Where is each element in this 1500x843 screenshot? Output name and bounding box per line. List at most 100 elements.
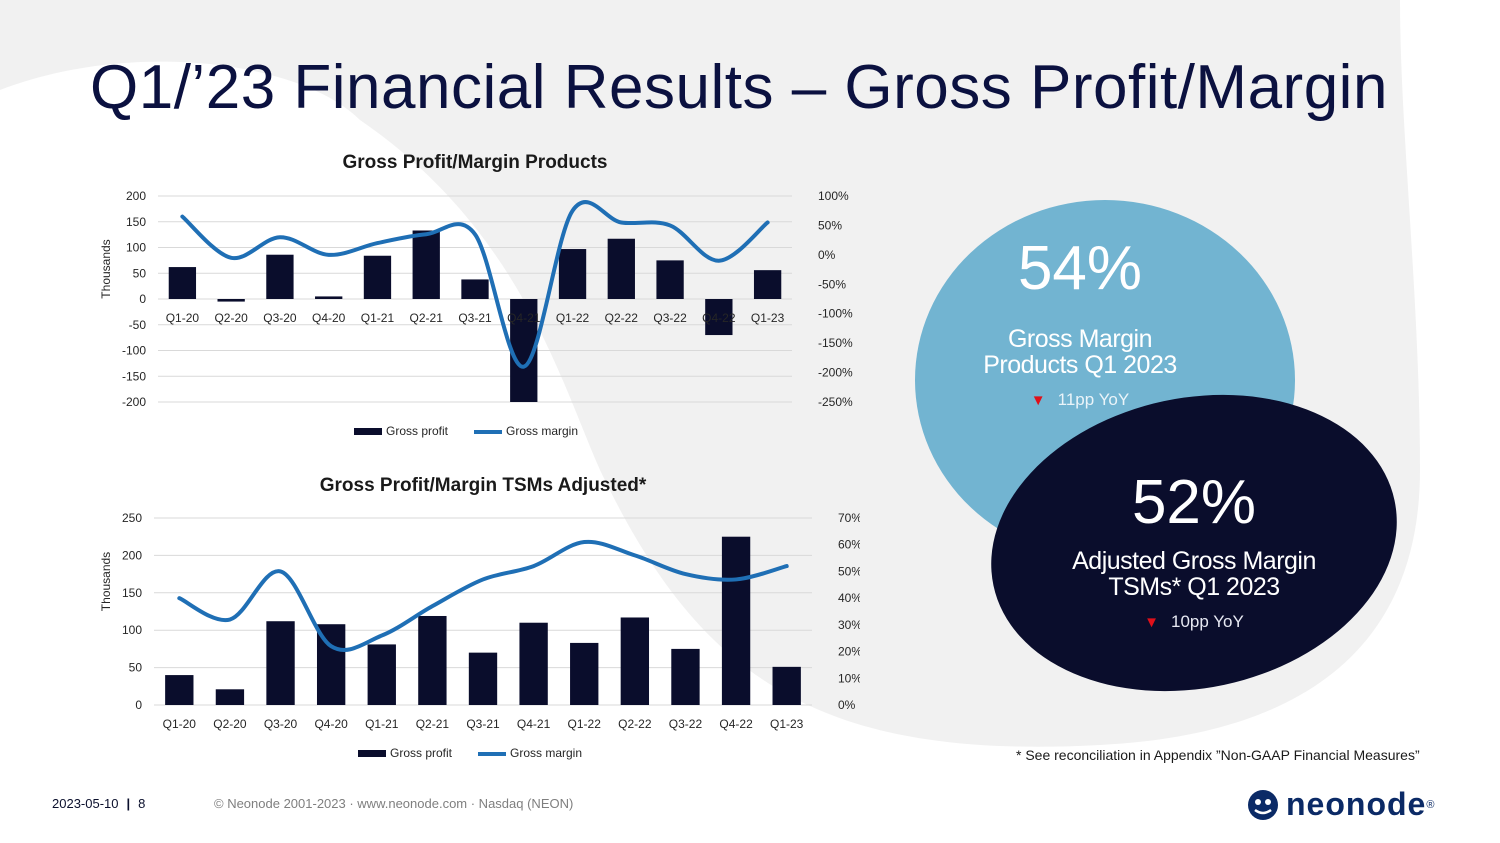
chart-title: Gross Profit/Margin Products bbox=[343, 152, 608, 173]
chart-gross-profit-tsms: Gross Profit/Margin TSMs Adjusted* 250 200… bbox=[99, 475, 860, 760]
chart-title: Gross Profit/Margin TSMs Adjusted* bbox=[320, 475, 647, 496]
x-tick-label: Q2-20 bbox=[213, 717, 247, 731]
footer-separator: | bbox=[126, 796, 131, 811]
bar-Q2-20 bbox=[217, 299, 245, 302]
legend-swatch-gross-profit bbox=[354, 428, 382, 435]
bar-Q1-21 bbox=[363, 255, 392, 299]
y-tick-label: 100 bbox=[126, 241, 146, 255]
x-tick-label: Q3-21 bbox=[466, 717, 500, 731]
margin-bubbles bbox=[915, 200, 1397, 692]
legend-label-gross-profit: Gross profit bbox=[390, 746, 453, 760]
products-margin-label-2: Products Q1 2023 bbox=[983, 351, 1177, 379]
x-tick-label: Q1-23 bbox=[770, 717, 804, 731]
x-tick-label: Q2-21 bbox=[410, 311, 444, 325]
x-tick-label: Q4-22 bbox=[719, 717, 753, 731]
neonode-logo: neonode ® bbox=[1246, 786, 1434, 823]
tsms-margin-label-2: TSMs* Q1 2023 bbox=[1108, 573, 1280, 601]
footer-page-number: 8 bbox=[138, 796, 146, 811]
y-tick-label: 150 bbox=[122, 586, 142, 600]
bar-Q3-20 bbox=[266, 254, 294, 299]
x-tick-label: Q1-20 bbox=[166, 311, 200, 325]
bar-Q3-21 bbox=[468, 652, 498, 705]
bar-Q4-21 bbox=[519, 622, 548, 705]
y-axis-label: Thousands bbox=[99, 552, 113, 611]
x-tick-label: Q2-21 bbox=[416, 717, 450, 731]
bubble-tsms-text: 52% Adjusted Gross Margin TSMs* Q1 2023 … bbox=[1034, 472, 1354, 632]
y2-tick-label: 60% bbox=[838, 538, 860, 552]
y2-tick-label: -150% bbox=[818, 336, 853, 350]
y-tick-label: 50 bbox=[129, 661, 143, 675]
bar-Q1-23 bbox=[772, 666, 801, 705]
bar-Q1-22 bbox=[570, 642, 599, 705]
y2-tick-label: 40% bbox=[838, 591, 860, 605]
x-tick-label: Q3-20 bbox=[264, 717, 298, 731]
products-margin-change: 11pp YoY bbox=[1057, 390, 1130, 409]
y-tick-label: 100 bbox=[122, 623, 142, 637]
y2-tick-label: 70% bbox=[838, 511, 860, 525]
bubble-tsms bbox=[991, 394, 1397, 692]
logo-text: neonode bbox=[1286, 786, 1427, 822]
x-tick-label: Q2-22 bbox=[618, 717, 652, 731]
down-triangle-icon: ▼ bbox=[1144, 614, 1160, 631]
bubble-products-text: 54% Gross Margin Products Q1 2023 ▼ 11pp … bbox=[930, 238, 1230, 410]
legend-label-gross-profit: Gross profit bbox=[386, 424, 449, 438]
x-tick-label: Q2-22 bbox=[605, 311, 639, 325]
y2-tick-label: 10% bbox=[838, 671, 860, 685]
y-tick-label: 150 bbox=[126, 215, 146, 229]
footer-date: 2023-05-10 bbox=[52, 796, 119, 811]
bar-Q2-22 bbox=[620, 617, 650, 705]
products-margin-value: 54% bbox=[1017, 234, 1143, 303]
y-tick-label: 250 bbox=[122, 511, 142, 525]
y2-tick-label: -50% bbox=[818, 277, 846, 291]
y2-tick-label: 30% bbox=[838, 618, 860, 632]
tsms-margin-value: 52% bbox=[1131, 468, 1257, 537]
y-axis-label: Thousands bbox=[99, 239, 113, 298]
y2-tick-label: 0% bbox=[838, 698, 856, 712]
legend-swatch-gross-profit bbox=[358, 750, 386, 757]
y-tick-label: 0 bbox=[135, 698, 142, 712]
x-tick-label: Q4-20 bbox=[314, 717, 348, 731]
x-tick-label: Q3-22 bbox=[653, 311, 687, 325]
y2-tick-label: 50% bbox=[818, 218, 842, 232]
x-tick-label: Q1-22 bbox=[568, 717, 602, 731]
logo-registered-mark: ® bbox=[1426, 798, 1435, 811]
chart-gross-profit-products: Gross Profit/Margin Products 200 150 100 50 0… bbox=[99, 152, 853, 438]
footer-date-page: 2023-05-10 | 8 bbox=[52, 796, 145, 811]
x-tick-label: Q4-22 bbox=[702, 311, 736, 325]
y-tick-label: 50 bbox=[133, 266, 147, 280]
neonode-logo-icon bbox=[1248, 789, 1278, 820]
tsms-margin-change: 10pp YoY bbox=[1171, 612, 1244, 631]
y-tick-label: -100 bbox=[122, 344, 146, 358]
x-tick-label: Q2-20 bbox=[214, 311, 248, 325]
x-tick-label: Q4-20 bbox=[312, 311, 346, 325]
bar-Q2-21 bbox=[418, 615, 447, 705]
bar-Q2-21 bbox=[412, 230, 440, 299]
down-triangle-icon: ▼ bbox=[1030, 392, 1046, 409]
x-tick-label: Q1-22 bbox=[556, 311, 590, 325]
y-tick-label: -200 bbox=[122, 395, 146, 409]
bar-Q1-23 bbox=[753, 270, 782, 299]
bar-Q2-22 bbox=[607, 238, 635, 299]
slide-title: Q1/’23 Financial Results – Gross Profit/… bbox=[90, 53, 1388, 122]
legend-label-gross-margin: Gross margin bbox=[510, 746, 582, 760]
y2-tick-label: -250% bbox=[818, 395, 853, 409]
bar-Q4-20 bbox=[315, 296, 343, 299]
y2-tick-label: 0% bbox=[818, 248, 836, 262]
bar-Q3-21 bbox=[461, 279, 489, 299]
y2-tick-label: -200% bbox=[818, 366, 853, 380]
x-tick-label: Q1-21 bbox=[365, 717, 399, 731]
tsms-margin-label-1: Adjusted Gross Margin bbox=[1072, 547, 1316, 575]
y-tick-label: 200 bbox=[126, 189, 146, 203]
y2-tick-label: -100% bbox=[818, 307, 853, 321]
products-margin-label-1: Gross Margin bbox=[1007, 325, 1153, 353]
bar-Q1-22 bbox=[558, 249, 587, 299]
y-tick-label: 0 bbox=[139, 292, 146, 306]
y2-tick-label: 100% bbox=[818, 189, 849, 203]
bar-Q1-20 bbox=[165, 675, 194, 705]
footer-info: © Neonode 2001-2023 · www.neonode.com · … bbox=[214, 796, 574, 811]
x-tick-label: Q4-21 bbox=[507, 311, 541, 325]
x-tick-label: Q3-20 bbox=[263, 311, 297, 325]
bar-Q3-22 bbox=[671, 648, 700, 705]
x-tick-label: Q1-23 bbox=[751, 311, 785, 325]
footnote: * See reconciliation in Appendix ”Non-GA… bbox=[1016, 747, 1420, 763]
